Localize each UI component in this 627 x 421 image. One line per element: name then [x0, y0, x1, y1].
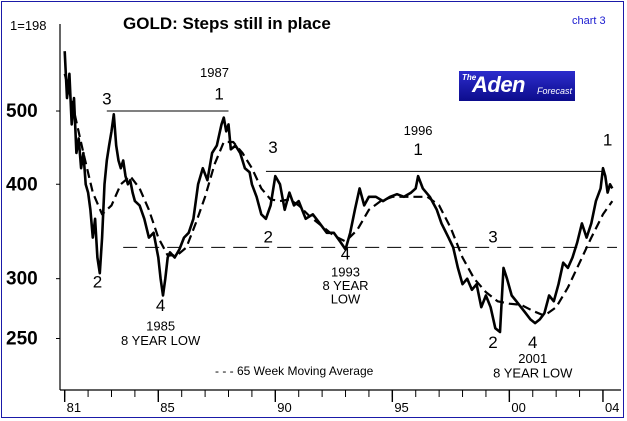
annotation-label: 3	[102, 90, 111, 109]
x-tick-label: 85	[160, 400, 174, 415]
annotation-label: 4	[341, 245, 350, 264]
annotation-label: 8 YEAR	[323, 278, 369, 293]
annotation-label: 4	[156, 296, 165, 315]
y-tick-label: 250	[6, 329, 38, 350]
gold-price-line	[63, 51, 614, 334]
annotation-label: 1	[214, 84, 223, 103]
x-tick-label: 81	[67, 400, 81, 415]
x-tick-label: 95	[394, 400, 408, 415]
reference-lines	[106, 110, 617, 248]
annotation-label: LOW	[331, 292, 361, 307]
annotation-label: 1	[413, 140, 422, 159]
y-tick-label: 400	[6, 174, 38, 195]
annotation-label: 2	[264, 227, 273, 246]
annotation-label: 8 YEAR LOW	[121, 333, 201, 348]
y-tick-label: 500	[6, 101, 38, 122]
y-tick-label: 300	[6, 269, 38, 290]
logo-name-text: Aden	[472, 72, 526, 97]
annotation-label: 1987	[200, 65, 229, 80]
x-tick-label: 04	[605, 400, 619, 415]
annotation-label: 4	[528, 333, 537, 352]
annotation-label: 3	[268, 138, 277, 157]
moving-average-legend: - - - 65 Week Moving Average	[215, 364, 374, 378]
annotation-label: 1=198	[10, 18, 47, 33]
moving-average-line	[63, 73, 614, 317]
chart-title: GOLD: Steps still in place	[123, 14, 331, 33]
annotation-label: 3	[488, 227, 497, 246]
annotation-label: 8 YEAR LOW	[493, 365, 573, 380]
aden-forecast-logo: The Aden Forecast	[459, 71, 575, 101]
annotation-label: 2001	[518, 351, 547, 366]
series-lines	[63, 51, 614, 334]
chart-number-label: chart 3	[572, 15, 606, 27]
annotation-label: 1996	[404, 123, 433, 138]
annotation-label: 1985	[146, 319, 175, 334]
axes: 250 300 400 500 81 85 90 95 00 04	[6, 24, 621, 415]
logo-the-text: The	[462, 73, 477, 82]
annotation-label: 2	[93, 273, 102, 292]
logo-sub-text: Forecast	[537, 86, 573, 96]
annotation-label: 1	[603, 131, 612, 150]
annotation-label: 2	[488, 333, 497, 352]
annotation-label: 1993	[331, 264, 360, 279]
x-tick-label: 00	[511, 400, 525, 415]
x-tick-label: 90	[277, 400, 291, 415]
